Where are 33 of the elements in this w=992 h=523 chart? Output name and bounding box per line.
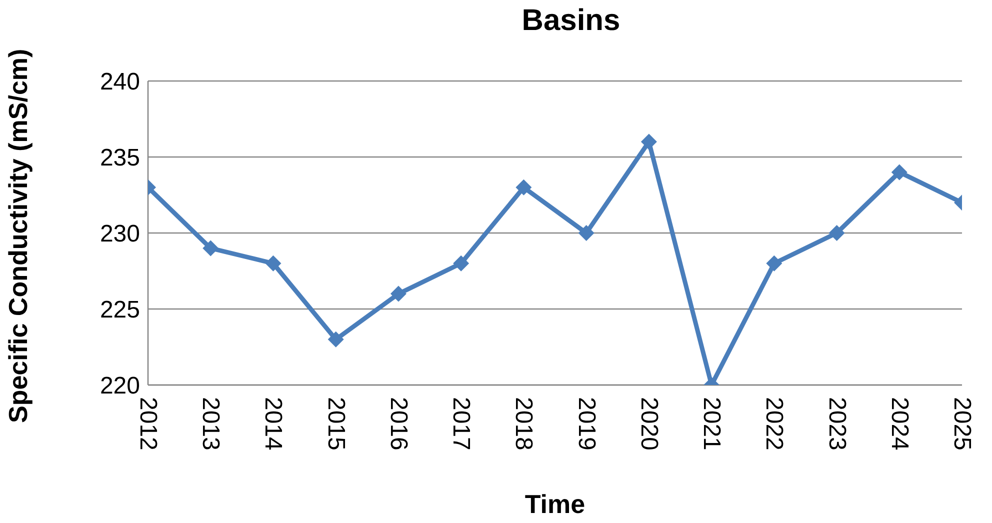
x-tick-label: 2016 [384, 397, 412, 450]
y-tick-label: 230 [100, 220, 140, 248]
y-tick-label: 225 [100, 296, 140, 324]
point [578, 225, 594, 241]
x-tick-label: 2024 [886, 397, 913, 450]
chart-title: Basins [520, 4, 622, 38]
point [891, 164, 908, 180]
point [390, 286, 406, 302]
x-tick-label: 2018 [510, 397, 538, 450]
y-axis-title: Specific Conductivity (mS/cm) [3, 48, 34, 423]
x-tick-label: 2019 [572, 397, 600, 450]
x-tick-label: 2015 [322, 397, 350, 450]
point [640, 134, 657, 150]
x-tick-label: 2023 [823, 397, 850, 450]
point [828, 225, 845, 241]
y-tick-label: 240 [100, 68, 140, 96]
point [328, 331, 344, 348]
point [516, 179, 532, 196]
y-tick-label: 235 [100, 144, 140, 172]
x-tick-label: 2012 [134, 397, 162, 450]
x-tick-label: 2013 [197, 397, 224, 450]
point [265, 255, 282, 272]
x-tick-label: 2025 [948, 397, 976, 450]
x-tick-label: 2017 [448, 397, 475, 450]
y-tick-label: 220 [100, 372, 140, 400]
x-tick-label: 2022 [760, 397, 788, 450]
point [453, 255, 470, 272]
x-tick-label: 2020 [635, 397, 662, 450]
x-tick-label: 2014 [260, 397, 287, 450]
x-tick-label: 2021 [698, 397, 726, 450]
x-axis-title: Time [524, 489, 586, 519]
point [766, 255, 782, 272]
point [202, 240, 219, 256]
